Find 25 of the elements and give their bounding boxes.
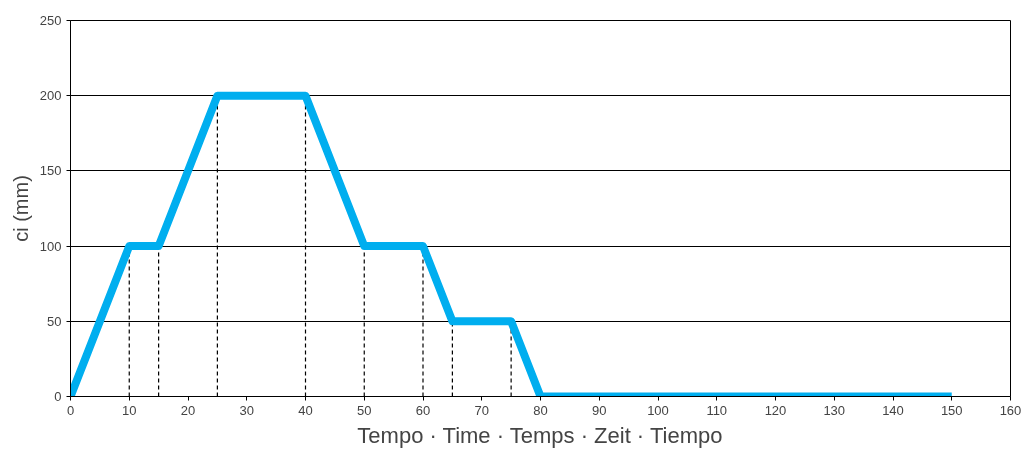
x-tick-label: 160 bbox=[999, 402, 1022, 418]
x-tick-label: 70 bbox=[474, 402, 489, 418]
x-tick-label: 30 bbox=[239, 402, 254, 418]
x-tick-label: 110 bbox=[706, 402, 728, 418]
x-tick-label: 80 bbox=[533, 402, 548, 418]
x-tick-label: 120 bbox=[764, 402, 787, 418]
x-tick-label: 130 bbox=[823, 402, 846, 418]
x-tick-label: 60 bbox=[415, 402, 431, 418]
y-tick-label: 100 bbox=[39, 238, 62, 254]
y-tick-label: 0 bbox=[54, 389, 62, 404]
x-axis-title: Tempo · Time · Temps · Zeit · Tiempo bbox=[357, 422, 723, 448]
x-tick-label: 20 bbox=[180, 402, 196, 418]
y-tick-label: 250 bbox=[39, 13, 62, 28]
y-tick-label: 200 bbox=[39, 88, 62, 104]
x-tick-label: 150 bbox=[940, 402, 963, 418]
y-tick-label: 150 bbox=[39, 163, 62, 179]
x-tick-label: 50 bbox=[357, 402, 372, 418]
x-tick-label: 100 bbox=[647, 402, 669, 418]
x-tick-label: 0 bbox=[66, 402, 75, 418]
y-tick-label: 50 bbox=[47, 313, 62, 329]
x-tick-label: 40 bbox=[298, 402, 313, 418]
y-axis-title: ci (mm) bbox=[9, 175, 32, 242]
x-tick-label: 140 bbox=[882, 402, 904, 418]
x-tick-label: 90 bbox=[592, 402, 607, 418]
x-tick-label: 10 bbox=[122, 402, 137, 418]
